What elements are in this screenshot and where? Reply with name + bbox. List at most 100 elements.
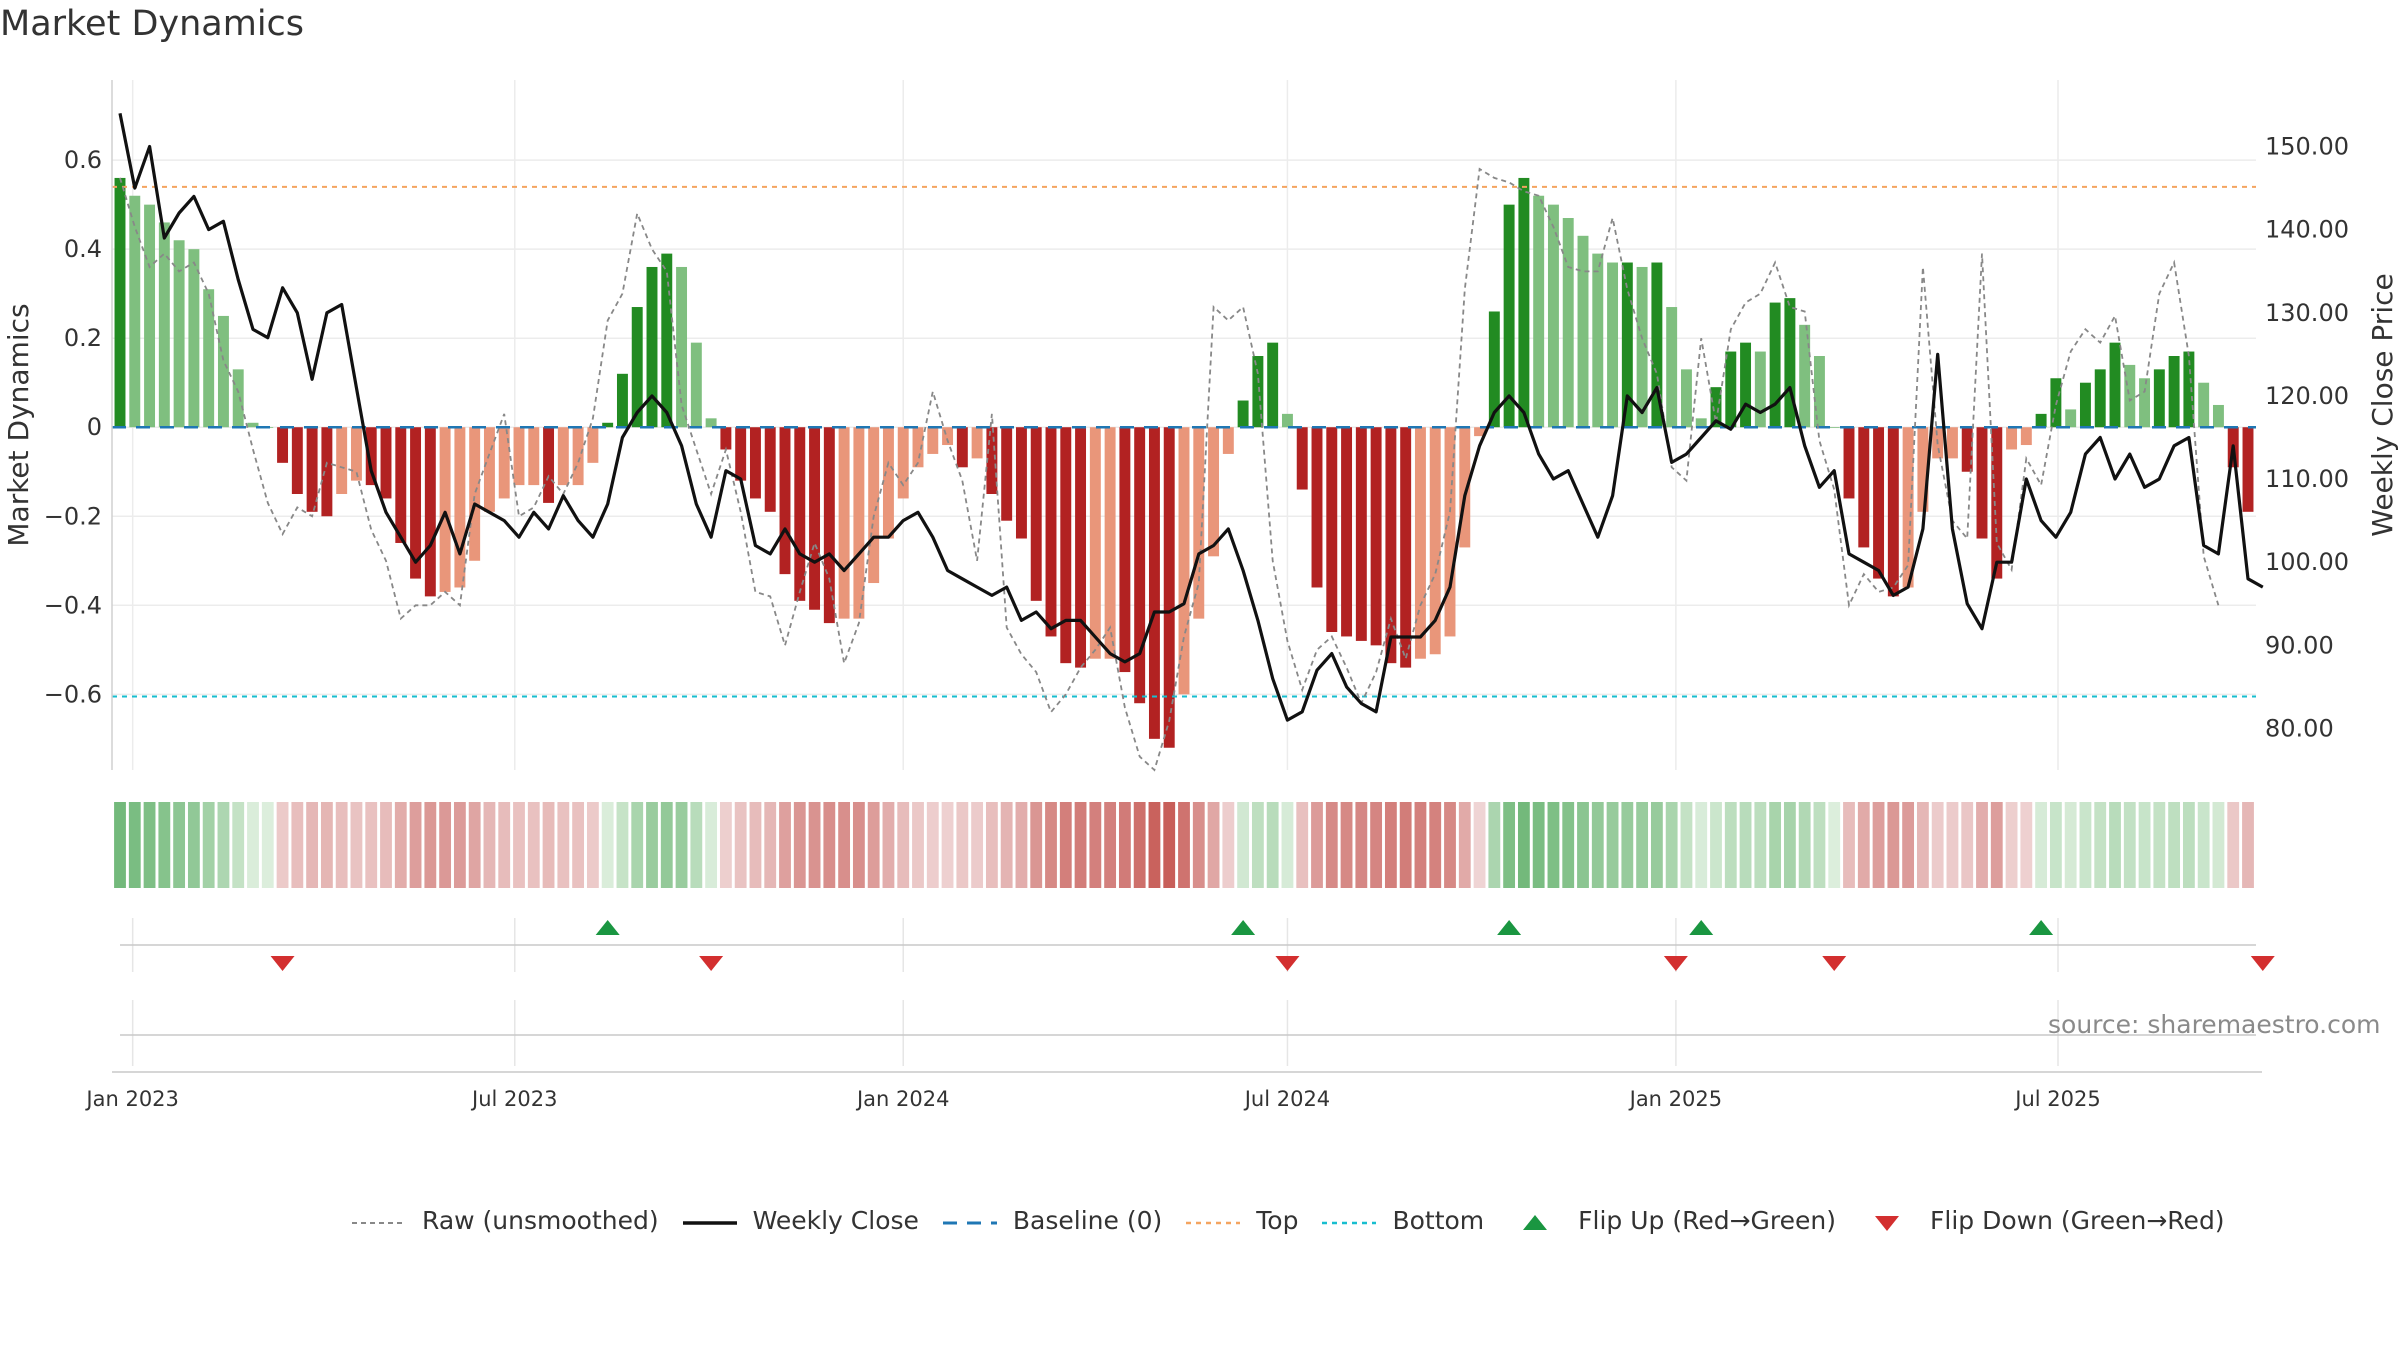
- heat-cell: [2064, 802, 2077, 888]
- heat-cell: [793, 802, 806, 888]
- bar: [439, 427, 451, 592]
- bar: [956, 427, 968, 468]
- y2-axis-title: Weekly Close Price: [2366, 273, 2399, 536]
- heat-cell: [926, 802, 939, 888]
- bar: [2065, 409, 2077, 428]
- heat-cell: [1916, 802, 1929, 888]
- heat-cell: [1902, 802, 1915, 888]
- heat-cell: [897, 802, 910, 888]
- legend-label: Weekly Close: [752, 1205, 919, 1235]
- bar: [1045, 427, 1057, 637]
- heat-cell: [1444, 802, 1456, 888]
- heat-cell: [114, 802, 126, 888]
- x-tick-label: Jul 2024: [1243, 1087, 1330, 1111]
- bar: [1887, 427, 1899, 597]
- bar: [543, 427, 555, 503]
- bar: [1311, 427, 1323, 588]
- bar: [350, 427, 362, 481]
- bar: [336, 427, 348, 494]
- bar: [2242, 427, 2254, 512]
- bar: [823, 427, 835, 624]
- bar: [1400, 427, 1412, 668]
- heat-cell: [882, 802, 895, 888]
- legend-item-flip-down: Flip Down (Green→Red): [1858, 1206, 2225, 1235]
- bar: [2153, 369, 2165, 428]
- heat-cell: [1695, 802, 1708, 888]
- heat-cell: [453, 802, 466, 888]
- bar: [1119, 427, 1131, 673]
- legend-item-bottom: Bottom: [1320, 1206, 1484, 1235]
- bar: [217, 315, 229, 428]
- bar: [1001, 427, 1013, 521]
- bar: [1636, 266, 1648, 428]
- legend-item-flip-up: Flip Up (Red→Green): [1506, 1206, 1836, 1235]
- heat-cell: [2020, 802, 2033, 888]
- bar: [986, 427, 998, 494]
- heat-cell: [1222, 802, 1235, 888]
- bar: [203, 289, 215, 428]
- bar: [764, 427, 776, 512]
- y2-tick-label: 110.00: [2265, 465, 2349, 493]
- flip-down-marker: [1275, 956, 1300, 971]
- bar: [602, 422, 614, 428]
- heat-cell: [276, 802, 289, 888]
- bar: [2020, 427, 2032, 446]
- heat-cell: [1754, 802, 1767, 888]
- heat-cell: [542, 802, 555, 888]
- heat-cell: [764, 802, 777, 888]
- heat-cell: [1000, 802, 1013, 888]
- heat-cell: [1769, 802, 1782, 888]
- y2-tick-label: 130.00: [2265, 299, 2349, 327]
- heat-cell: [128, 802, 141, 888]
- heat-cell: [217, 802, 230, 888]
- bar: [927, 427, 939, 454]
- bar: [1695, 418, 1707, 428]
- heat-cell: [734, 802, 747, 888]
- bar: [1252, 356, 1264, 428]
- y2-tick-label: 140.00: [2265, 216, 2349, 244]
- heat-cell: [143, 802, 156, 888]
- heat-cell: [1532, 802, 1545, 888]
- heat-cell: [631, 802, 644, 888]
- legend-label: Flip Up (Red→Green): [1578, 1205, 1837, 1235]
- bar: [306, 427, 318, 512]
- heat-cell: [1045, 802, 1057, 888]
- y-tick-label: −0.6: [44, 680, 102, 708]
- heat-cell: [335, 802, 348, 888]
- bar: [2168, 356, 2180, 428]
- heat-cell: [2123, 802, 2136, 888]
- flip-down-marker: [270, 956, 295, 971]
- heat-cell: [646, 802, 658, 888]
- heat-cell: [483, 802, 496, 888]
- legend-symbol: [941, 1213, 999, 1227]
- bar: [1828, 427, 1840, 429]
- heat-cell: [1798, 802, 1811, 888]
- heat-cell: [941, 802, 954, 888]
- bar: [1680, 369, 1692, 428]
- heat-cell: [439, 802, 452, 888]
- heat-cell: [1961, 802, 1974, 888]
- bar: [1474, 427, 1486, 437]
- bar: [853, 427, 865, 619]
- legend-symbol: [350, 1213, 408, 1227]
- heat-cell: [1030, 802, 1043, 888]
- legend-symbol: [1320, 1213, 1378, 1227]
- bar: [365, 427, 377, 486]
- bar: [129, 195, 141, 428]
- heat-cell: [572, 802, 585, 888]
- heat-cell: [1650, 802, 1663, 888]
- bar: [1621, 262, 1633, 428]
- bar: [809, 427, 821, 610]
- bar: [705, 418, 717, 428]
- heat-cell: [498, 802, 511, 888]
- heat-cell: [1828, 802, 1841, 888]
- heat-cell: [1488, 802, 1501, 888]
- bar: [1385, 427, 1397, 664]
- bar: [144, 204, 156, 428]
- bar: [1222, 427, 1234, 454]
- heat-cell: [1384, 802, 1397, 888]
- heat-cell: [1517, 802, 1530, 888]
- bar: [424, 427, 436, 597]
- heat-cell: [705, 802, 718, 888]
- heat-cell: [2079, 802, 2092, 888]
